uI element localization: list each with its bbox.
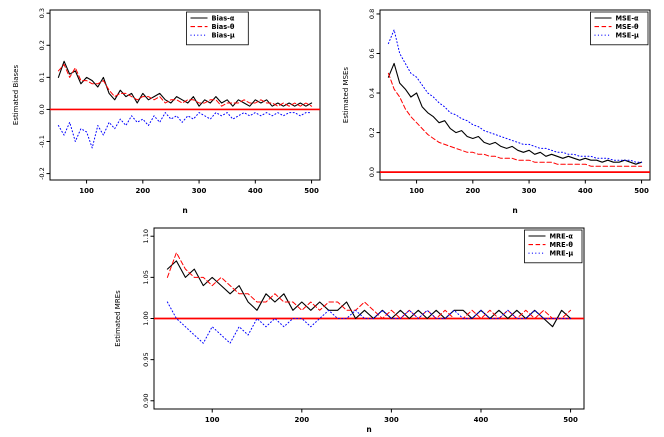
legend-label: Bias-θ xyxy=(212,23,235,31)
series-line-dashed xyxy=(387,72,643,167)
x-axis-title: n xyxy=(512,206,517,215)
series-line-dashed xyxy=(57,64,313,107)
x-tick-label: 300 xyxy=(522,187,537,195)
y-tick-label: 0.1 xyxy=(38,72,46,82)
x-tick-label: 200 xyxy=(466,187,481,195)
x-tick-label: 100 xyxy=(409,187,424,195)
x-tick-label: 400 xyxy=(248,187,263,195)
x-tick-label: 200 xyxy=(295,416,310,424)
series-line-solid xyxy=(166,260,572,328)
x-tick-label: 400 xyxy=(474,416,489,424)
mse-chart-panel: 100 200 300 400 500 0.0 0.2 0.4 0.6 0.8 Estimated … xyxy=(336,2,658,216)
series-line-dotted xyxy=(387,29,643,163)
series-line-dotted xyxy=(57,112,313,149)
legend-label: MRE-θ xyxy=(550,241,574,249)
mre-chart: 100 200 300 400 500 0.90 0.95 1.00 1.05 1.10 Estim… xyxy=(114,227,585,434)
legend-label: MRE-μ xyxy=(550,250,574,258)
y-tick-label: 0.2 xyxy=(368,127,376,137)
legend-label: Bias-α xyxy=(212,14,235,22)
y-tick-label: 0.8 xyxy=(368,9,376,19)
legend-box xyxy=(186,11,249,46)
y-tick-label: 0.90 xyxy=(142,394,150,408)
x-axis-title: n xyxy=(182,206,187,215)
x-tick-label: 500 xyxy=(634,187,649,195)
y-axis-title: Estimated Biases xyxy=(12,65,20,126)
legend-label: Bias-μ xyxy=(212,32,235,40)
mse-chart: 100 200 300 400 500 0.0 0.2 0.4 0.6 0.8 Estimated … xyxy=(342,9,651,215)
x-tick-label: 400 xyxy=(578,187,593,195)
y-tick-label: -0.2 xyxy=(38,167,46,180)
legend-label: MSE-μ xyxy=(616,32,640,40)
x-tick-label: 100 xyxy=(205,416,220,424)
x-axis-title: n xyxy=(366,425,371,434)
legend-label: MSE-θ xyxy=(616,23,640,31)
y-tick-label: 0.6 xyxy=(368,48,376,58)
y-tick-label: 1.00 xyxy=(142,311,150,325)
x-tick-label: 200 xyxy=(136,187,151,195)
y-axis-title: Estimated MREs xyxy=(114,290,122,347)
y-tick-label: 0.2 xyxy=(38,40,46,50)
y-axis-title: Estimated MSEs xyxy=(342,67,350,123)
x-tick-label: 500 xyxy=(304,187,319,195)
y-tick-label: 0.0 xyxy=(38,104,46,114)
x-tick-label: 500 xyxy=(563,416,578,424)
y-tick-label: -0.1 xyxy=(38,135,46,148)
series-line-dashed xyxy=(166,252,572,319)
x-tick-label: 100 xyxy=(79,187,94,195)
plot-box xyxy=(49,9,321,181)
y-tick-label: 0.0 xyxy=(368,167,376,177)
y-tick-label: 1.10 xyxy=(142,229,150,243)
y-tick-label: 0.95 xyxy=(142,352,150,366)
mre-chart-panel: 100 200 300 400 500 0.90 0.95 1.00 1.05 1.10 Estim… xyxy=(108,222,594,435)
x-tick-label: 300 xyxy=(192,187,207,195)
legend-label: MSE-α xyxy=(616,14,640,22)
y-tick-label: 0.3 xyxy=(38,8,46,18)
bias-chart-panel: 100 200 300 400 500 -0.2 -0.1 0.0 0.1 0.2 0.3 Estim… xyxy=(6,2,332,216)
y-tick-label: 0.4 xyxy=(368,88,376,98)
plot-box xyxy=(379,9,651,181)
y-tick-label: 1.05 xyxy=(142,270,150,284)
x-tick-label: 300 xyxy=(384,416,399,424)
legend-label: MRE-α xyxy=(550,232,574,240)
series-line-dotted xyxy=(166,301,572,344)
bias-chart: 100 200 300 400 500 -0.2 -0.1 0.0 0.1 0.2 0.3 Estim… xyxy=(12,8,321,215)
series-line-solid xyxy=(387,62,643,165)
